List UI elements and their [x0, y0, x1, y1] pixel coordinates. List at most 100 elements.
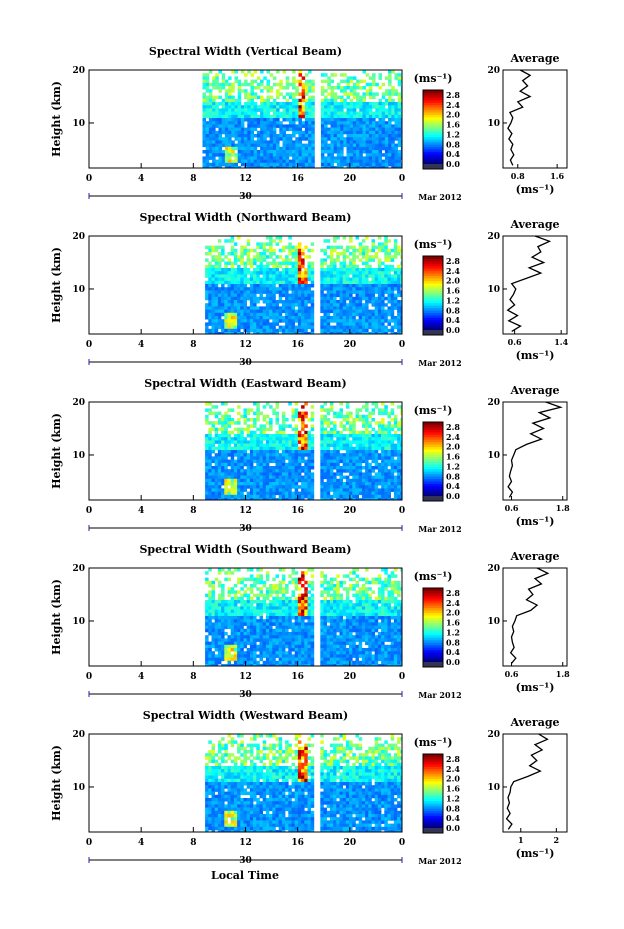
heatmap-cell	[297, 306, 302, 310]
heatmap-cell	[230, 450, 235, 454]
heatmap-cell	[202, 111, 206, 116]
heatmap-cell	[400, 274, 402, 278]
colorbar-segment	[423, 444, 443, 448]
heatmap-cell	[269, 405, 273, 409]
average-x-tick-label: 1.8	[556, 503, 570, 513]
heatmap-cell	[397, 482, 401, 486]
heatmap-cell	[265, 316, 270, 320]
heatmap-cell	[243, 446, 247, 451]
heatmap-cell	[326, 325, 331, 330]
heatmap-cell	[246, 312, 251, 317]
heatmap-cell	[211, 300, 215, 304]
heatmap-cell	[246, 459, 251, 464]
heatmap-cell	[358, 450, 363, 454]
heatmap-cell	[390, 300, 395, 304]
heatmap-cell	[281, 466, 286, 470]
heatmap-cell	[384, 98, 389, 103]
heatmap-cell	[339, 268, 343, 272]
colorbar-tick-label: 0.4	[446, 149, 460, 159]
heatmap-cell	[244, 111, 248, 116]
heatmap-cell	[256, 105, 261, 109]
heatmap-cell	[243, 440, 247, 444]
heatmap-cell	[384, 408, 388, 412]
heatmap-cell	[253, 121, 258, 125]
heatmap-cell	[282, 95, 286, 100]
heatmap-cell	[244, 102, 248, 106]
heatmap-cell	[378, 121, 382, 125]
heatmap-cell	[358, 319, 363, 323]
heatmap-cell	[371, 498, 375, 500]
heatmap-cell	[230, 303, 235, 307]
heatmap-cell	[237, 319, 241, 323]
heatmap-cell	[246, 478, 251, 483]
heatmap-cell	[374, 325, 379, 330]
heatmap-cell	[205, 651, 209, 655]
heatmap-cell	[217, 239, 222, 243]
heatmap-cell	[377, 421, 382, 425]
colorbar-tick-label: 0.0	[446, 325, 460, 335]
colorbar-tick-label: 1.2	[446, 129, 460, 139]
heatmap-cell	[211, 284, 215, 288]
heatmap-cell	[262, 475, 267, 480]
heatmap-cell	[228, 143, 232, 148]
heatmap-cell	[329, 472, 334, 476]
heatmap-cell	[393, 418, 398, 422]
heatmap-cell	[208, 268, 212, 272]
heatmap-cell	[275, 236, 279, 240]
heatmap-cell	[221, 86, 226, 90]
heatmap-cell	[211, 628, 215, 633]
heatmap-cell	[365, 424, 369, 428]
heatmap-cell	[275, 242, 279, 246]
heatmap-cell	[304, 322, 308, 326]
heatmap-cell	[374, 440, 379, 444]
heatmap-cell	[393, 494, 398, 499]
heatmap-cell	[208, 293, 212, 298]
heatmap-cell	[211, 609, 215, 614]
heatmap-cell	[246, 296, 251, 301]
heatmap-cell	[240, 118, 245, 122]
heatmap-cell	[205, 577, 209, 582]
heatmap-cell	[324, 102, 328, 106]
heatmap-cell	[279, 82, 283, 87]
heatmap-cell	[269, 306, 273, 310]
heatmap-cell	[304, 472, 308, 476]
heatmap-cell	[295, 108, 299, 112]
heatmap-cell	[304, 111, 309, 116]
heatmap-cell	[262, 309, 267, 314]
heatmap-cell	[352, 261, 356, 266]
heatmap-cell	[297, 446, 302, 451]
heatmap-cell	[272, 440, 276, 444]
heatmap-cell	[346, 86, 350, 90]
heatmap-cell	[333, 414, 337, 419]
heatmap-cell	[310, 290, 315, 294]
heatmap-cell	[243, 485, 247, 489]
heatmap-cell	[205, 328, 209, 333]
heatmap-cell	[288, 121, 293, 125]
heatmap-cell	[394, 162, 398, 167]
heatmap-cell	[288, 293, 292, 298]
heatmap-cell	[256, 418, 260, 422]
heatmap-cell	[308, 146, 312, 151]
heatmap-cell	[260, 79, 264, 84]
heatmap-cell	[304, 114, 309, 119]
heatmap-cell	[282, 162, 286, 167]
heatmap-cell	[272, 159, 277, 164]
heatmap-cell	[394, 111, 398, 116]
colorbar-segment	[423, 139, 443, 143]
heatmap-cell	[208, 421, 212, 425]
heatmap-cell	[361, 277, 366, 282]
heatmap-cell	[400, 325, 402, 330]
heatmap-cell	[247, 70, 251, 74]
heatmap-cell	[308, 134, 312, 138]
heatmap-cell	[272, 488, 276, 492]
heatmap-cell	[368, 130, 373, 135]
heatmap-cell	[288, 475, 292, 480]
heatmap-cell	[215, 114, 219, 119]
heatmap-cell	[327, 86, 331, 90]
heatmap-cell	[391, 134, 395, 138]
heatmap-cell	[214, 498, 219, 500]
heatmap-cell	[288, 245, 292, 250]
heatmap-cell	[247, 98, 251, 103]
heatmap-cell	[320, 114, 325, 119]
